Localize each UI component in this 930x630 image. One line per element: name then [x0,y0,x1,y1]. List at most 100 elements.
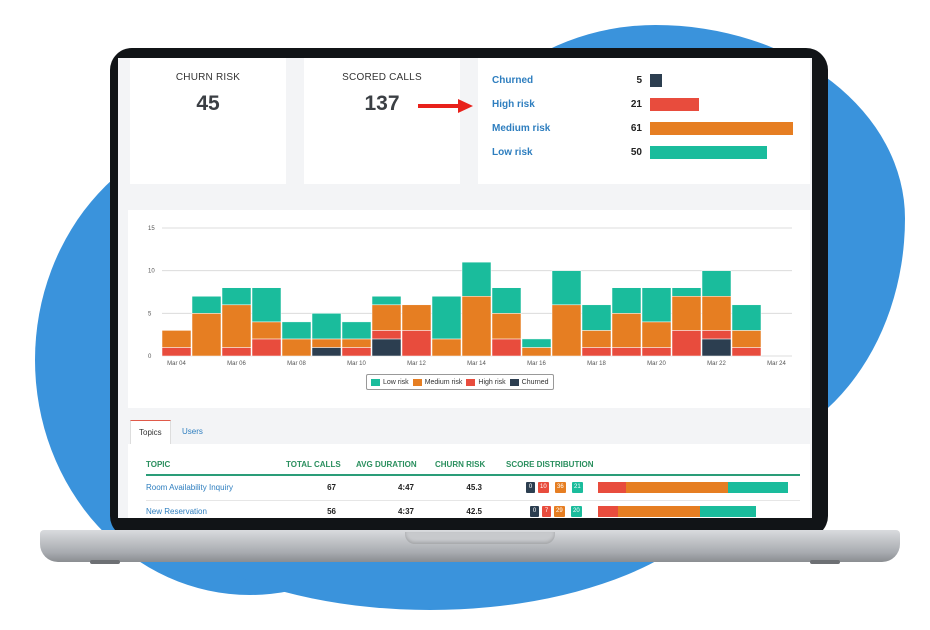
bar-segment [401,330,432,357]
risk-name[interactable]: High risk [492,99,535,110]
bar-segment [671,287,702,297]
distribution-segment [699,506,756,517]
bar-segment [161,330,192,348]
y-tick-label: 0 [148,354,152,360]
legend-label: Medium risk [424,378,463,386]
header-churn-risk[interactable]: CHURN RISK [435,460,486,469]
bar-segment [251,338,282,357]
daily-risk-chart-card: 0 5 10 15 Mar 04 Mar 06 Mar 08 Mar 10 Mar 12 Mar … [128,210,810,408]
chart-legend: Low risk Medium risk High risk Churned [366,374,554,390]
bar-segment [611,347,642,357]
bar-segment [581,347,612,357]
laptop-foot-left [90,560,120,564]
dist-pill-low: 21 [572,482,583,493]
bar-segment [701,270,732,297]
legend-item-medium[interactable]: Medium risk [412,378,463,386]
churn-risk-card: CHURN RISK 45 [130,58,286,184]
legend-label: High risk [478,378,506,386]
tab-users[interactable]: Users [182,427,203,436]
header-total-calls[interactable]: TOTAL CALLS [286,460,341,469]
bar-segment [731,304,762,331]
score-distribution-bar [598,482,788,493]
header-topic[interactable]: TOPIC [146,460,171,469]
bar-segment [491,338,522,357]
y-tick-label: 15 [148,226,155,232]
risk-bar [650,146,767,159]
x-tick-label: Mar 04 [167,361,186,367]
header-score-distribution[interactable]: SCORE DISTRIBUTION [506,460,594,469]
bar-segment [671,330,702,357]
header-divider [146,474,800,476]
dist-pill-churned: 0 [530,506,539,517]
x-tick-label: Mar 16 [527,361,546,367]
stacked-bar-chart: 0 5 10 15 Mar 04 Mar 06 Mar 08 Mar 10 Mar 12 Mar … [148,226,792,367]
topic-link[interactable]: New Reservation [146,507,207,516]
bar-segment [221,347,252,357]
churn-risk-label: CHURN RISK [175,72,241,83]
bar-segment [371,296,402,306]
bar-segment [281,338,312,357]
bar-segment [341,338,372,348]
bar-segment [641,287,672,323]
legend-swatch [466,378,476,386]
bar-segment [311,313,342,340]
bar-segment [221,304,252,348]
dist-pill-churned: 0 [526,482,535,493]
risk-bar [650,122,793,135]
legend-swatch [509,378,519,386]
tab-topics[interactable]: Topics [130,420,171,445]
row-divider [146,500,800,501]
legend-swatch [412,378,422,386]
legend-item-churned[interactable]: Churned [509,378,549,386]
x-tick-label: Mar 12 [407,361,426,367]
x-tick-label: Mar 18 [587,361,606,367]
bar-segment [161,347,192,357]
bar-segment [461,261,492,297]
header-avg-duration[interactable]: AVG DURATION [356,460,417,469]
distribution-segment [626,482,729,493]
risk-bar [650,98,699,111]
risk-count: 61 [630,123,642,134]
bar-segment [401,304,432,331]
bar-segment [491,287,522,314]
bar-segment [581,304,612,331]
x-tick-label: Mar 10 [347,361,366,367]
distribution-segment [617,506,700,517]
x-tick-label: Mar 06 [227,361,246,367]
bar-segment [701,296,732,331]
bar-segment [431,338,462,357]
total-calls-cell: 56 [327,507,336,516]
legend-item-low[interactable]: Low risk [371,378,409,386]
risk-name[interactable]: Medium risk [492,123,551,134]
avg-duration-cell: 4:47 [397,483,414,492]
legend-item-high[interactable]: High risk [466,378,506,386]
bar-segment [551,270,582,306]
bar-segment [191,313,222,357]
bar-segment [551,304,582,357]
x-tick-label: Mar 22 [707,361,726,367]
bar-segment [521,338,552,348]
topic-link[interactable]: Room Availability Inquiry [146,483,234,492]
dashboard-screen: CHURN RISK 45 SCORED CALLS 137 Churned 5… [118,58,812,518]
y-tick-label: 10 [148,269,155,275]
bar-segment [461,296,492,357]
churn-risk-cell: 45.3 [466,483,482,492]
dist-pill-medium: 29 [554,506,565,517]
bar-segment [731,330,762,348]
bar-segment [311,338,342,348]
x-tick-label: Mar 24 [767,361,786,367]
score-distribution-bar [598,506,756,517]
x-tick-label: Mar 08 [287,361,306,367]
bar-segment [521,347,552,357]
risk-bar [650,74,662,87]
bar-segment [701,338,732,357]
risk-name[interactable]: Low risk [492,147,533,158]
bar-segment [251,287,282,323]
risk-name[interactable]: Churned [492,75,534,86]
bar-segment [371,338,402,357]
risk-count: 5 [636,75,642,86]
bar-segment [611,313,642,348]
dist-pill-medium: 36 [555,482,566,493]
bar-segment [611,287,642,314]
laptop-notch [405,532,555,544]
